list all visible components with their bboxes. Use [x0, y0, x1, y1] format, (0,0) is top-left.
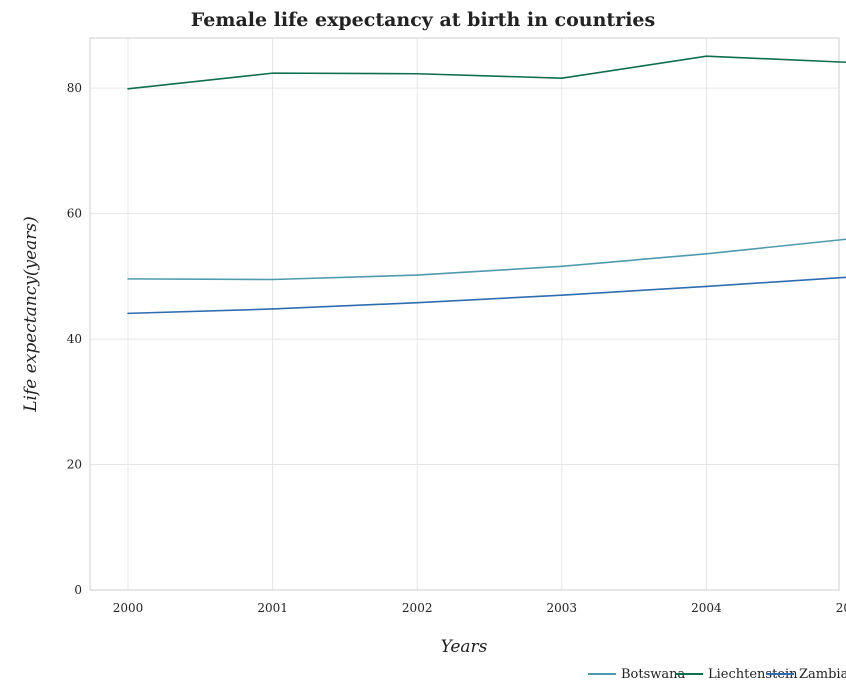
data-point-zambia	[561, 294, 563, 296]
x-tick-label: 2000	[113, 601, 144, 615]
x-axis-label: Years	[441, 637, 488, 657]
data-point-zambia	[127, 312, 129, 315]
data-point-liechtenstein	[705, 55, 708, 57]
legend-label-zambia: Zambia	[799, 667, 846, 682]
x-tick-label: 2002	[402, 601, 433, 615]
y-tick-label: 0	[74, 583, 82, 597]
y-tick-label: 80	[67, 81, 82, 95]
x-axis-ticks: 2000 2001 2002 2003 2004 2005	[113, 601, 846, 615]
y-tick-label: 60	[67, 207, 82, 221]
data-point-liechtenstein	[561, 77, 563, 79]
series-line-liechtenstein	[127, 55, 846, 90]
x-tick-label: 2001	[257, 601, 288, 615]
chart-title: Female life expectancy at birth in count…	[191, 9, 655, 31]
plot-frame	[89, 37, 840, 591]
data-point-botswana	[271, 278, 274, 281]
series-lines	[127, 55, 846, 315]
data-point-botswana	[705, 252, 708, 255]
legend: Botswana Liechtenstein Zambia	[588, 667, 846, 682]
data-point-botswana	[561, 265, 563, 268]
data-point-zambia	[416, 301, 419, 304]
legend-label-botswana: Botswana	[621, 667, 686, 682]
data-point-botswana	[416, 274, 419, 276]
data-point-zambia	[705, 285, 708, 288]
x-tick-label: 2004	[691, 601, 722, 615]
y-axis-ticks: 0 20 40 60 80	[67, 81, 82, 597]
legend-label-liechtenstein: Liechtenstein	[708, 667, 798, 682]
y-axis-label: Life expectancy(years)	[21, 216, 41, 413]
x-tick-label: 2003	[547, 601, 578, 615]
grid-lines	[90, 38, 839, 591]
data-point-liechtenstein	[127, 88, 129, 90]
data-point-liechtenstein	[416, 72, 419, 75]
x-tick-label: 2005	[836, 601, 846, 615]
data-point-botswana	[127, 278, 129, 280]
data-point-zambia	[271, 308, 274, 310]
data-point-liechtenstein	[271, 72, 274, 74]
series-line-zambia	[127, 276, 846, 315]
y-tick-label: 20	[67, 458, 82, 472]
series-line-botswana	[127, 238, 846, 281]
y-tick-label: 40	[67, 332, 82, 346]
